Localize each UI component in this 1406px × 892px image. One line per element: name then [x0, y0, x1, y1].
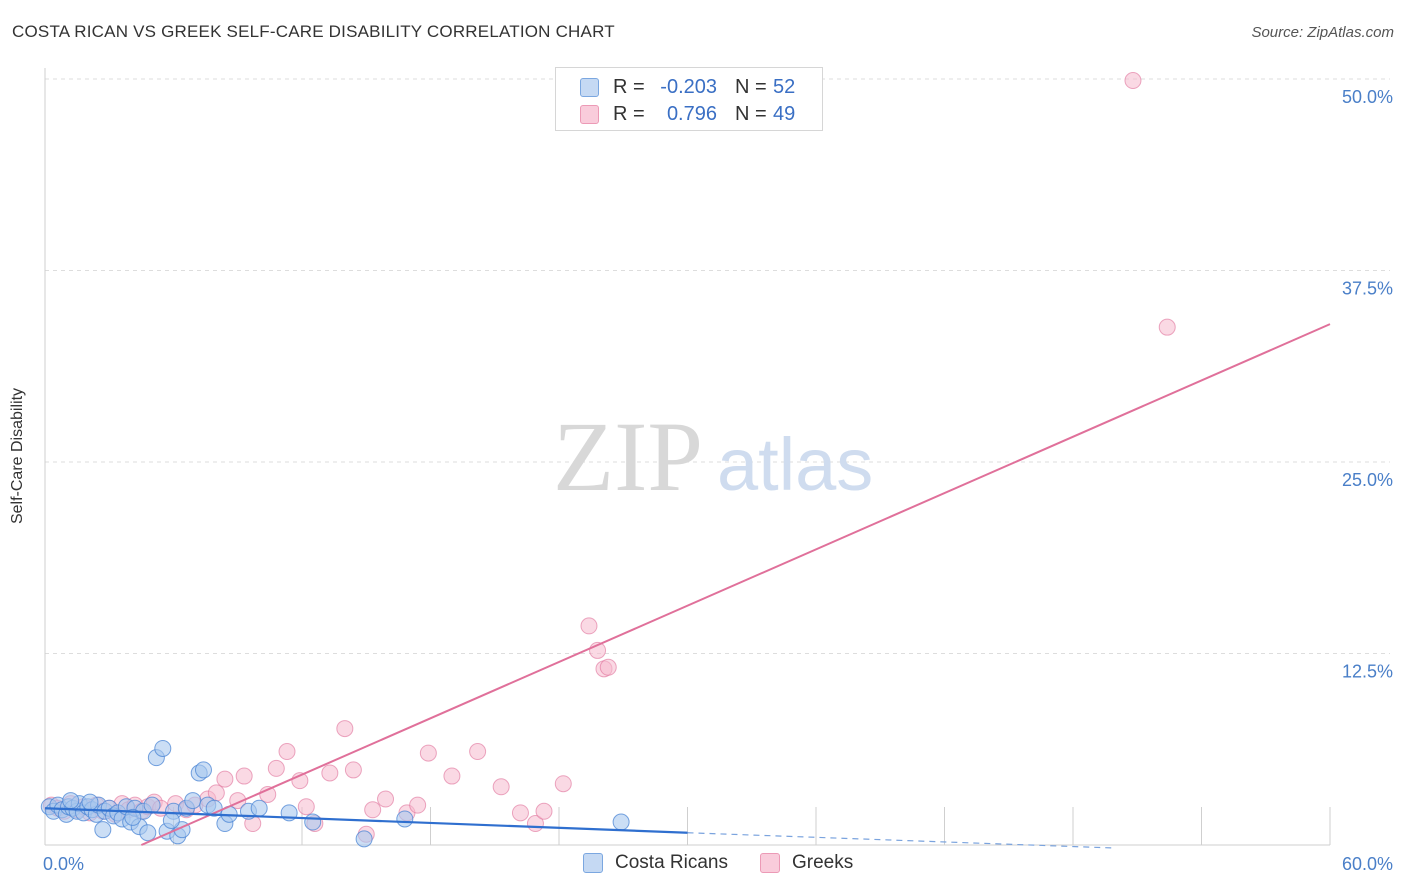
- costa-ricans-points: [40, 739, 630, 848]
- costa-ricans-point: [304, 813, 322, 831]
- costa-ricans-point: [250, 799, 268, 817]
- legend-row-greeks: R = 0.796 N = 49: [580, 101, 795, 127]
- greeks-point: [1124, 72, 1142, 90]
- legend-row-costa-ricans: R = -0.203 N = 52: [580, 74, 795, 100]
- greeks-point: [535, 802, 553, 820]
- legend-label-greeks: Greeks: [792, 852, 854, 873]
- blue-swatch: [583, 853, 603, 873]
- stats-legend: R = -0.203 N = 52 R = 0.796 N = 49: [555, 67, 823, 131]
- n-value: 49: [773, 102, 796, 125]
- greeks-point: [336, 720, 354, 738]
- r-label: R =: [613, 102, 645, 125]
- legend-label-costa-ricans: Costa Ricans: [615, 852, 728, 873]
- legend-item-greeks[interactable]: Greeks: [760, 852, 853, 874]
- chart-title: COSTA RICAN VS GREEK SELF-CARE DISABILIT…: [12, 22, 615, 41]
- greeks-point: [599, 658, 617, 676]
- watermark-zip: ZIP: [553, 401, 703, 512]
- greeks-point: [297, 798, 315, 816]
- greeks-point: [511, 804, 529, 822]
- x-tick-label: 0.0%: [43, 854, 84, 874]
- costa-ricans-point: [139, 824, 157, 842]
- watermark-atlas: atlas: [717, 423, 873, 506]
- costa-ricans-point: [81, 793, 99, 811]
- greeks-point: [235, 767, 253, 785]
- greeks-point: [344, 761, 362, 779]
- n-label: N =: [735, 75, 767, 98]
- costa-ricans-point: [62, 792, 80, 810]
- tick-labels: 12.5% 25.0% 37.5% 50.0% 0.0% 60.0%: [43, 87, 1393, 874]
- series-legend: Costa Ricans Greeks: [583, 852, 885, 874]
- costa-ricans-point: [184, 792, 202, 810]
- costa-ricans-point: [355, 830, 373, 848]
- costa-ricans-point: [154, 739, 172, 757]
- greeks-point: [419, 744, 437, 762]
- greeks-point: [492, 778, 510, 796]
- n-label: N =: [735, 102, 767, 125]
- greeks-point: [278, 743, 296, 761]
- greeks-point: [364, 801, 382, 819]
- costa-ricans-point: [194, 761, 212, 779]
- costa-ricans-point: [396, 810, 414, 828]
- r-value: -0.203: [660, 75, 717, 98]
- costa-ricans-point: [162, 811, 180, 829]
- x-tick-label: 60.0%: [1342, 854, 1393, 874]
- costa-ricans-trend-line: [44, 807, 688, 834]
- watermark: ZIP atlas: [553, 401, 873, 512]
- costa-ricans-point: [143, 796, 161, 814]
- r-label: R =: [613, 75, 645, 98]
- greeks-point: [216, 770, 234, 788]
- pink-swatch: [580, 104, 599, 124]
- n-value: 52: [773, 75, 796, 98]
- y-tick-label: 50.0%: [1342, 87, 1393, 107]
- greeks-trend-line: [140, 323, 1331, 846]
- greeks-point: [409, 796, 427, 814]
- costa-ricans-point: [612, 813, 630, 831]
- greeks-point: [377, 790, 395, 808]
- pink-swatch: [760, 853, 780, 873]
- costa-ricans-trend-extension: [687, 832, 1116, 849]
- greeks-point: [554, 775, 572, 793]
- costa-ricans-point: [94, 821, 112, 839]
- greeks-point: [321, 764, 339, 782]
- legend-item-costa-ricans[interactable]: Costa Ricans: [583, 852, 728, 874]
- blue-swatch: [580, 77, 599, 97]
- y-tick-label: 25.0%: [1342, 470, 1393, 490]
- r-value: 0.796: [666, 102, 717, 125]
- source-label: Source: ZipAtlas.com: [1251, 24, 1394, 41]
- greeks-point: [469, 743, 487, 761]
- y-tick-label: 37.5%: [1342, 279, 1393, 299]
- greeks-point: [267, 759, 285, 777]
- y-tick-label: 12.5%: [1342, 662, 1393, 682]
- greeks-point: [580, 617, 598, 635]
- gridlines: [45, 78, 1390, 654]
- trend-lines: [44, 323, 1331, 849]
- greeks-point: [1158, 318, 1176, 336]
- costa-ricans-point: [124, 808, 142, 826]
- greeks-point: [443, 767, 461, 785]
